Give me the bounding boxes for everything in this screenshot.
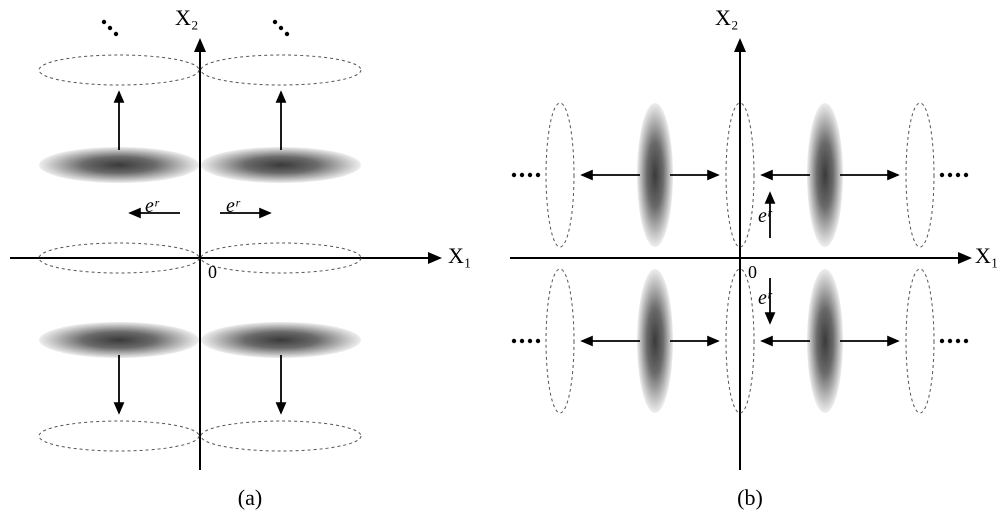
x1-axis-label-a: X₁ [448, 243, 472, 269]
er-label-b2: eʳ [758, 287, 771, 310]
figure-container: 0 X₁ X₂ eʳ eʳ (a) [0, 0, 1000, 519]
x2-axis-label-b: X₂ [715, 5, 739, 31]
panel-a-svg: 0 [0, 0, 500, 480]
origin-label-b: 0 [748, 262, 757, 282]
caption-a: (a) [0, 485, 500, 511]
x2-axis-label-a: X₂ [175, 5, 199, 31]
panel-a: 0 X₁ X₂ eʳ eʳ (a) [0, 0, 500, 519]
axes-a [10, 40, 440, 470]
origin-label-a: 0 [208, 262, 217, 282]
er-label-b1: eʳ [758, 205, 771, 228]
caption-b: (b) [500, 485, 1000, 511]
er-label-a1: eʳ [145, 195, 158, 218]
axes-b [510, 40, 970, 470]
panel-b: 0 X₁ X₂ eʳ eʳ (b) [500, 0, 1000, 519]
x1-axis-label-b: X₁ [975, 243, 999, 269]
er-label-a2: eʳ [226, 195, 239, 218]
panel-b-svg: 0 [500, 0, 1000, 480]
